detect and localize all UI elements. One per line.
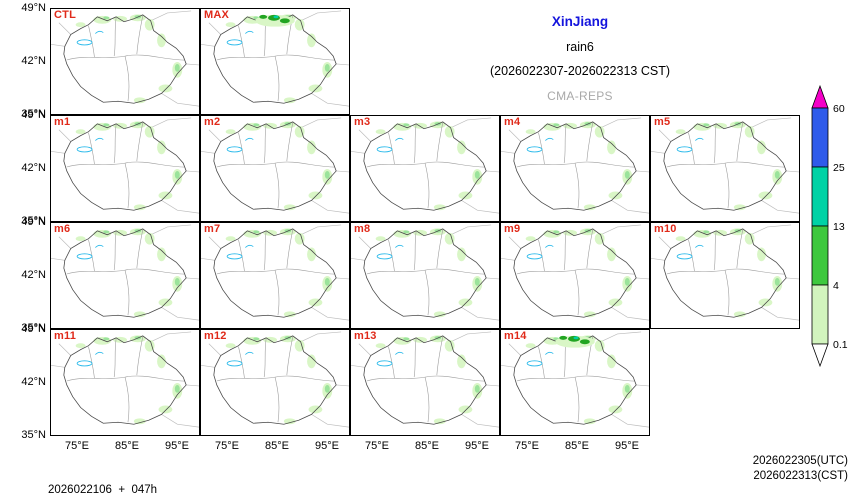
map-panel-m4: m4 — [500, 115, 650, 222]
lon-axis-label: 75°E — [365, 440, 389, 452]
lat-axis-label: 42°N — [21, 376, 46, 388]
precipitation-colorbar: 60 25 13 4 0.1 — [811, 84, 848, 368]
panel-label-m4: m4 — [504, 116, 521, 128]
lat-axis-label: 49°N — [21, 2, 46, 14]
map-artwork — [351, 116, 499, 221]
map-artwork — [201, 223, 349, 328]
lon-axis-label: 85°E — [565, 440, 589, 452]
lat-axis-label: 42°N — [21, 269, 46, 281]
map-artwork — [51, 9, 199, 114]
map-panel-m9: m9 — [500, 222, 650, 329]
lon-axis-label: 75°E — [515, 440, 539, 452]
panel-label-m9: m9 — [504, 223, 521, 235]
lat-axis-label: 49°N — [21, 109, 46, 121]
colorbar-segment — [811, 284, 829, 345]
map-artwork — [651, 116, 799, 221]
colorbar-label: 13 — [833, 221, 845, 233]
lon-axis-label: 85°E — [265, 440, 289, 452]
panel-label-m7: m7 — [204, 223, 221, 235]
lon-axis-label: 95°E — [165, 440, 189, 452]
valid-time-cst: 2026022313(CST) — [753, 469, 848, 482]
footer-valid-times: 2026022305(UTC) 2026022313(CST) — [678, 454, 848, 483]
map-panel-m13: m13 — [350, 329, 500, 436]
colorbar-label: 60 — [833, 103, 845, 115]
map-panel-m5: m5 — [650, 115, 800, 222]
title-valid-period: (2026022307-2026022313 CST) — [490, 64, 670, 78]
map-artwork — [201, 9, 349, 114]
colorbar-arrow — [811, 84, 829, 109]
map-panel-max: MAX — [200, 8, 350, 115]
map-artwork — [51, 223, 199, 328]
lat-axis-label: 49°N — [21, 323, 46, 335]
lat-axis-label: 35°N — [21, 215, 46, 227]
lat-axis-label: 35°N — [21, 322, 46, 334]
init-time-line-1: 2026022106 + 047h — [48, 484, 158, 496]
title-region: XinJiang — [551, 14, 609, 29]
panel-label-m11: m11 — [54, 330, 77, 342]
map-artwork — [351, 330, 499, 435]
panel-label-ctl: CTL — [54, 9, 76, 21]
panel-label-m8: m8 — [354, 223, 371, 235]
lat-axis-label: 42°N — [21, 162, 46, 174]
lon-axis-label: 75°E — [215, 440, 239, 452]
lon-axis-label: 95°E — [615, 440, 639, 452]
map-panel-m2: m2 — [200, 115, 350, 222]
map-artwork — [51, 116, 199, 221]
map-artwork — [351, 223, 499, 328]
lon-axis-label: 85°E — [115, 440, 139, 452]
map-artwork — [501, 330, 649, 435]
colorbar-segment — [811, 107, 829, 168]
map-panel-m14: m14 — [500, 329, 650, 436]
panel-label-m13: m13 — [354, 330, 377, 342]
map-artwork — [51, 330, 199, 435]
map-panel-m11: m11 — [50, 329, 200, 436]
map-panel-m3: m3 — [350, 115, 500, 222]
lon-axis-label: 95°E — [315, 440, 339, 452]
panel-label-m6: m6 — [54, 223, 71, 235]
panel-label-m14: m14 — [504, 330, 527, 342]
lat-axis-label: 35°N — [21, 429, 46, 441]
lon-axis-label: 95°E — [465, 440, 489, 452]
panel-label-m1: m1 — [54, 116, 71, 128]
colorbar-label: 4 — [833, 280, 839, 292]
footer-init-times: 2026022106 + 047h 2026022114 + 047h — [48, 454, 157, 498]
map-artwork — [501, 223, 649, 328]
colorbar-label: 0.1 — [833, 339, 848, 351]
map-artwork — [501, 116, 649, 221]
map-artwork — [201, 330, 349, 435]
map-panel-m8: m8 — [350, 222, 500, 329]
panel-label-max: MAX — [204, 9, 230, 21]
panel-label-m10: m10 — [654, 223, 677, 235]
colorbar-label: 25 — [833, 162, 845, 174]
map-panel-m6: m6 — [50, 222, 200, 329]
title-variable: rain6 — [566, 40, 594, 54]
valid-time-utc: 2026022305(UTC) — [752, 455, 848, 467]
map-panel-ctl: CTL — [50, 8, 200, 115]
panel-label-m3: m3 — [354, 116, 371, 128]
map-panel-m7: m7 — [200, 222, 350, 329]
panel-label-m2: m2 — [204, 116, 221, 128]
lat-axis-label: 42°N — [21, 55, 46, 67]
colorbar-arrow — [811, 343, 829, 368]
map-artwork — [651, 223, 799, 328]
lon-axis-label: 85°E — [415, 440, 439, 452]
colorbar-segment — [811, 166, 829, 227]
lon-axis-label: 75°E — [65, 440, 89, 452]
map-panel-m12: m12 — [200, 329, 350, 436]
map-artwork — [201, 116, 349, 221]
lat-axis-label: 35°N — [21, 108, 46, 120]
colorbar-segment — [811, 225, 829, 286]
title-model: CMA-REPS — [547, 89, 613, 103]
lat-axis-label: 49°N — [21, 216, 46, 228]
panel-label-m12: m12 — [204, 330, 227, 342]
map-panel-m10: m10 — [650, 222, 800, 329]
panel-label-m5: m5 — [654, 116, 671, 128]
map-panel-m1: m1 — [50, 115, 200, 222]
